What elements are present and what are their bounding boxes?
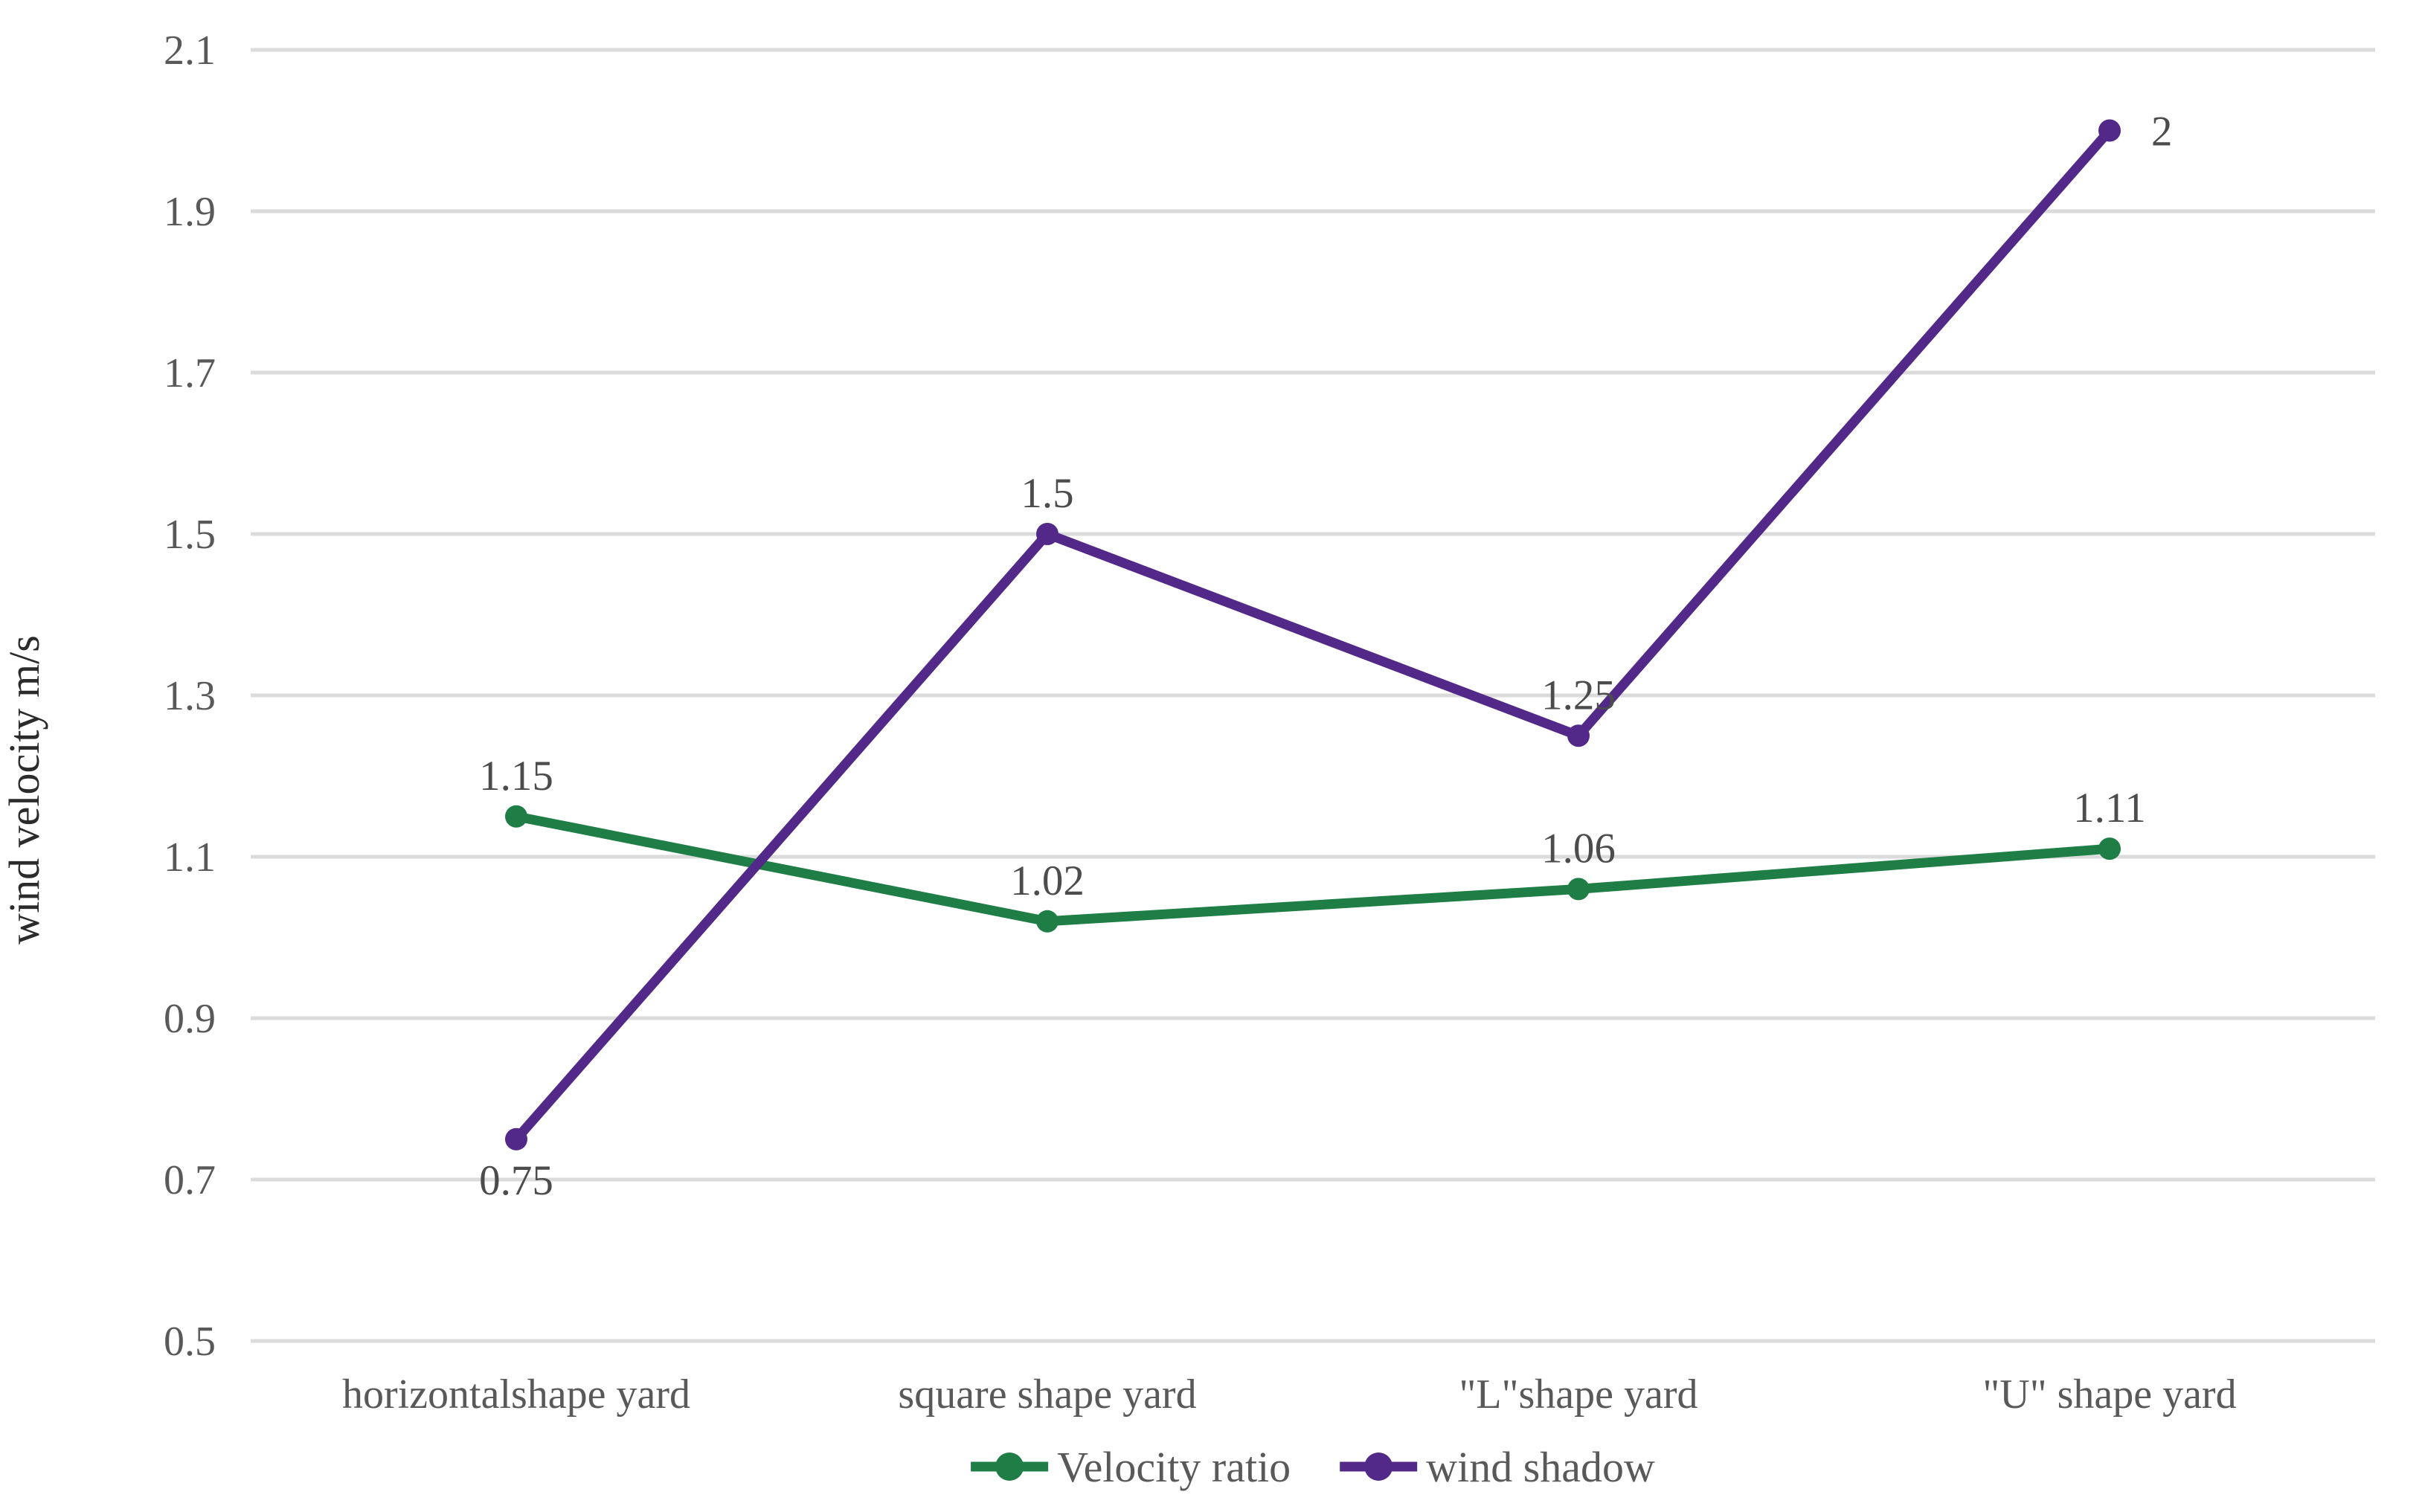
y-tick-label: 0.7 bbox=[164, 1157, 216, 1203]
data-label: 0.75 bbox=[479, 1157, 553, 1204]
series-line-wind-shadow bbox=[511, 126, 2115, 1145]
y-tick-label: 1.5 bbox=[164, 512, 216, 558]
legend: Velocity ratio wind shadow bbox=[971, 1443, 1655, 1491]
y-tick-label: 0.5 bbox=[164, 1319, 216, 1365]
category-label-u-shape: "U" shape yard bbox=[1982, 1371, 2236, 1418]
data-point-marker bbox=[2098, 119, 2121, 142]
data-label: 1.25 bbox=[1541, 672, 1616, 718]
data-label: 1.06 bbox=[1541, 825, 1616, 872]
y-tick-label: 1.7 bbox=[164, 350, 216, 396]
y-axis-title: wind velocity m/s bbox=[0, 635, 48, 945]
series-group bbox=[505, 119, 2121, 1151]
data-point-marker bbox=[1567, 724, 1590, 747]
x-category-labels-group: horizontalshape yard square shape yard "… bbox=[342, 1371, 2237, 1418]
y-tick-label: 1.1 bbox=[164, 834, 216, 881]
y-tick-label: 1.9 bbox=[164, 189, 216, 235]
y-tick-label: 2.1 bbox=[164, 28, 216, 74]
data-label: 1.11 bbox=[2073, 785, 2146, 831]
y-tick-labels-group: 2.1 1.9 1.7 1.5 1.3 1.1 0.9 0.7 0.5 bbox=[164, 28, 216, 1365]
data-labels-group: 1.15 1.02 1.06 1.11 0.75 1.5 1.25 2 bbox=[479, 109, 2172, 1204]
data-label: 1.5 bbox=[1021, 470, 1073, 517]
y-tick-label: 0.9 bbox=[164, 996, 216, 1042]
y-tick-label: 1.3 bbox=[164, 673, 216, 719]
data-label: 1.02 bbox=[1010, 858, 1085, 904]
gridlines-group bbox=[251, 48, 2375, 1343]
data-point-marker bbox=[1036, 910, 1059, 933]
data-point-marker bbox=[505, 805, 527, 828]
data-point-marker bbox=[1036, 523, 1059, 545]
legend-item-velocity-ratio: Velocity ratio bbox=[971, 1443, 1291, 1491]
data-point-marker bbox=[505, 1127, 527, 1151]
data-point-marker bbox=[1567, 878, 1590, 901]
data-label: 1.15 bbox=[479, 753, 553, 800]
series-line-velocity-ratio bbox=[511, 811, 2115, 927]
category-label-l-shape: "L"shape yard bbox=[1459, 1371, 1698, 1418]
data-point-marker bbox=[2098, 837, 2121, 860]
legend-marker-circle bbox=[995, 1453, 1024, 1481]
category-label-horizontal: horizontalshape yard bbox=[342, 1371, 690, 1418]
legend-marker-circle bbox=[1364, 1453, 1393, 1481]
legend-label: wind shadow bbox=[1426, 1443, 1655, 1491]
category-label-square: square shape yard bbox=[898, 1371, 1196, 1418]
legend-label: Velocity ratio bbox=[1057, 1443, 1291, 1491]
data-label: 2 bbox=[2151, 109, 2173, 155]
legend-item-wind-shadow: wind shadow bbox=[1340, 1443, 1655, 1491]
